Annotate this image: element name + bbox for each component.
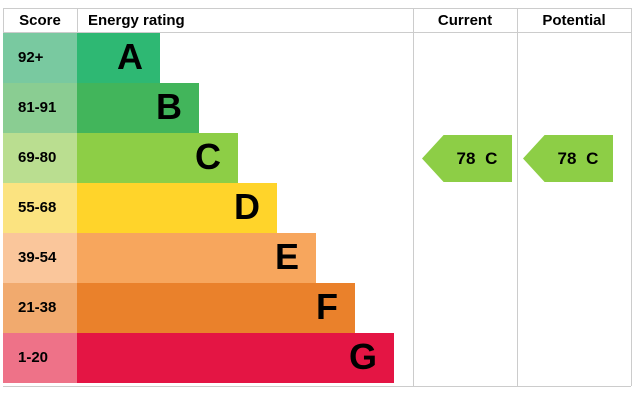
rating-bar-d: D <box>77 183 277 233</box>
score-range-f: 21-38 <box>3 283 77 333</box>
rating-bar-c: C <box>77 133 238 183</box>
rating-row-a: 92+ A <box>3 33 394 83</box>
table-top-border <box>3 8 631 9</box>
potential-rating-arrow: 78 C <box>523 135 613 182</box>
header-bottom-border <box>3 32 631 33</box>
score-column-divider <box>77 8 78 32</box>
current-column-header: Current <box>437 12 493 29</box>
current-rating-arrow: 78 C <box>422 135 512 182</box>
score-column-header: Score <box>19 12 61 29</box>
rating-row-b: 81-91 B <box>3 83 394 133</box>
score-range-a: 92+ <box>3 33 77 83</box>
score-range-g: 1-20 <box>3 333 77 383</box>
rating-bar-g: G <box>77 333 394 383</box>
potential-column-header: Potential <box>542 12 606 29</box>
table-right-border <box>631 8 632 386</box>
rating-row-c: 69-80 C <box>3 133 394 183</box>
score-range-e: 39-54 <box>3 233 77 283</box>
rating-bar-b: B <box>77 83 199 133</box>
score-range-c: 69-80 <box>3 133 77 183</box>
current-column-divider <box>413 8 414 386</box>
table-bottom-border <box>3 386 631 387</box>
table-left-border <box>3 8 4 32</box>
energy-rating-column-header: Energy rating <box>88 12 185 29</box>
rating-row-d: 55-68 D <box>3 183 394 233</box>
score-range-d: 55-68 <box>3 183 77 233</box>
rating-row-f: 21-38 F <box>3 283 394 333</box>
potential-column-divider <box>517 8 518 386</box>
rating-bar-e: E <box>77 233 316 283</box>
rating-bar-f: F <box>77 283 355 333</box>
rating-bar-a: A <box>77 33 160 83</box>
potential-rating-value: 78 C <box>557 148 599 168</box>
rating-rows: 92+ A 81-91 B 69-80 C 55-68 D 39-54 E 21-38 F 1-20 G <box>3 33 394 383</box>
rating-row-e: 39-54 E <box>3 233 394 283</box>
current-rating-value: 78 C <box>456 148 498 168</box>
score-range-b: 81-91 <box>3 83 77 133</box>
rating-row-g: 1-20 G <box>3 333 394 383</box>
